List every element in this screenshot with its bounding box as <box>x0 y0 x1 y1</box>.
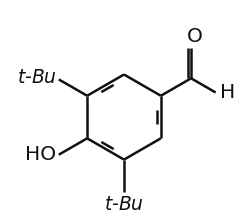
Text: H: H <box>220 83 235 102</box>
Text: O: O <box>186 27 202 46</box>
Text: HO: HO <box>26 145 57 164</box>
Text: $t$-Bu: $t$-Bu <box>17 68 57 87</box>
Text: $t$-Bu: $t$-Bu <box>104 194 144 213</box>
